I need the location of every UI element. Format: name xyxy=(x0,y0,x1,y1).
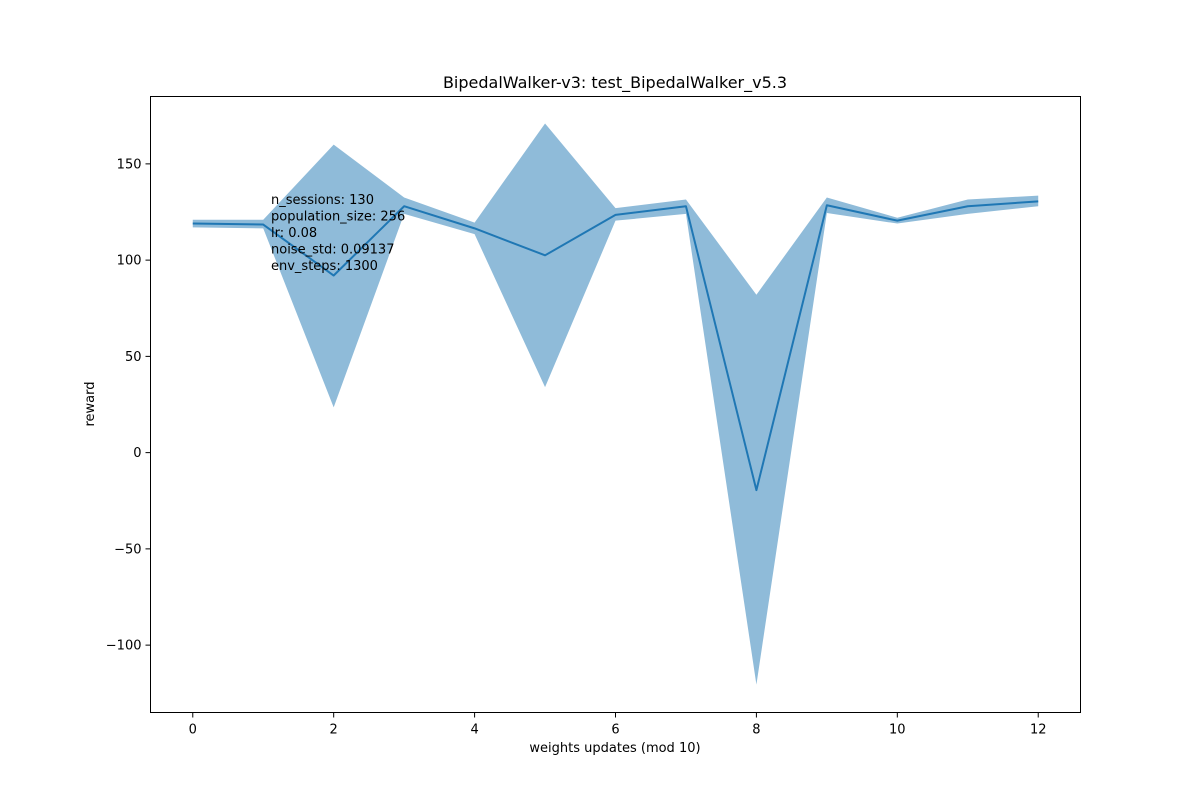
y-tick-label: 50 xyxy=(125,350,142,365)
y-axis: −100 −50 0 50 100 150 xyxy=(106,157,151,654)
x-tick-label: 4 xyxy=(470,723,478,738)
annotation-line: n_sessions: 130 xyxy=(271,193,374,208)
plot-area xyxy=(192,123,1039,685)
y-axis-label: reward xyxy=(83,381,98,426)
x-axis: 0 2 4 6 8 10 12 xyxy=(189,712,1047,738)
x-tick-label: 6 xyxy=(611,723,619,738)
y-tick-label: 0 xyxy=(133,446,141,461)
annotation-line: population_size: 256 xyxy=(271,210,405,225)
y-tick-label: −100 xyxy=(106,639,142,654)
y-tick-label: 100 xyxy=(117,254,142,269)
x-axis-label: weights updates (mod 10) xyxy=(529,741,700,756)
x-tick-label: 10 xyxy=(889,723,906,738)
y-tick-label: −50 xyxy=(114,542,141,557)
annotation-line: lr: 0.08 xyxy=(271,226,317,241)
x-tick-label: 0 xyxy=(189,723,197,738)
chart-title: BipedalWalker-v3: test_BipedalWalker_v5.… xyxy=(443,73,787,93)
x-tick-label: 8 xyxy=(752,723,760,738)
y-tick-label: 150 xyxy=(117,157,142,172)
annotation-line: noise_std: 0.09137 xyxy=(271,243,394,258)
annotation-line: env_steps: 1300 xyxy=(271,259,378,274)
x-tick-label: 12 xyxy=(1030,723,1047,738)
x-tick-label: 2 xyxy=(330,723,338,738)
